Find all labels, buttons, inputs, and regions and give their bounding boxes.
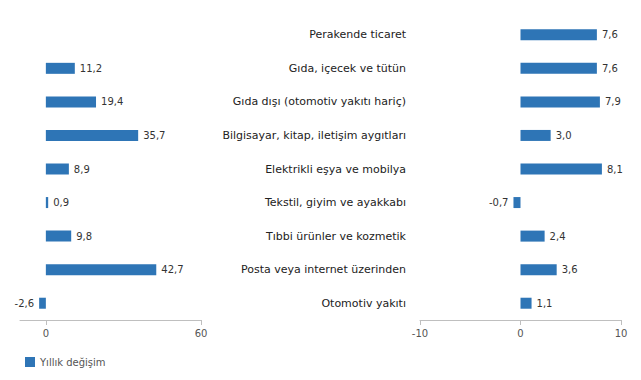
svg-text:0: 0 — [517, 328, 523, 339]
svg-text:60: 60 — [195, 328, 208, 339]
svg-text:0,9: 0,9 — [53, 197, 69, 208]
svg-text:11,2: 11,2 — [80, 63, 102, 74]
svg-text:Perakende ticaret: Perakende ticaret — [309, 28, 406, 41]
svg-text:Tekstil, giyim ve ayakkabı: Tekstil, giyim ve ayakkabı — [264, 196, 406, 209]
svg-text:Posta veya internet üzerinden: Posta veya internet üzerinden — [241, 263, 406, 276]
svg-text:2,4: 2,4 — [550, 231, 566, 242]
svg-text:8,9: 8,9 — [74, 164, 90, 175]
svg-text:10: 10 — [615, 328, 628, 339]
svg-text:1,1: 1,1 — [537, 298, 553, 309]
svg-text:7,9: 7,9 — [605, 96, 621, 107]
svg-text:-2,6: -2,6 — [15, 298, 35, 309]
svg-text:3,0: 3,0 — [556, 130, 572, 141]
svg-text:Otomotiv yakıtı: Otomotiv yakıtı — [321, 297, 406, 310]
svg-text:Gıda dışı (otomotiv yakıtı har: Gıda dışı (otomotiv yakıtı hariç) — [233, 95, 406, 108]
svg-text:9,8: 9,8 — [76, 231, 92, 242]
svg-text:Yıllık değişim: Yıllık değişim — [39, 357, 106, 368]
svg-text:3,6: 3,6 — [562, 264, 578, 275]
svg-text:-10: -10 — [412, 328, 428, 339]
svg-text:-0,7: -0,7 — [489, 197, 509, 208]
svg-text:8,1: 8,1 — [607, 164, 623, 175]
svg-text:7,6: 7,6 — [602, 29, 618, 40]
svg-text:Elektrikli eşya ve mobilya: Elektrikli eşya ve mobilya — [265, 163, 406, 176]
svg-text:42,7: 42,7 — [161, 264, 183, 275]
svg-text:19,4: 19,4 — [101, 96, 123, 107]
svg-text:Tıbbi ürünler ve kozmetik: Tıbbi ürünler ve kozmetik — [265, 230, 407, 243]
svg-text:Bilgisayar, kitap, iletişim ay: Bilgisayar, kitap, iletişim aygıtları — [222, 129, 406, 142]
svg-text:7,6: 7,6 — [602, 63, 618, 74]
svg-text:0: 0 — [43, 328, 49, 339]
svg-text:35,7: 35,7 — [143, 130, 165, 141]
svg-text:Gıda, içecek ve tütün: Gıda, içecek ve tütün — [289, 62, 406, 75]
